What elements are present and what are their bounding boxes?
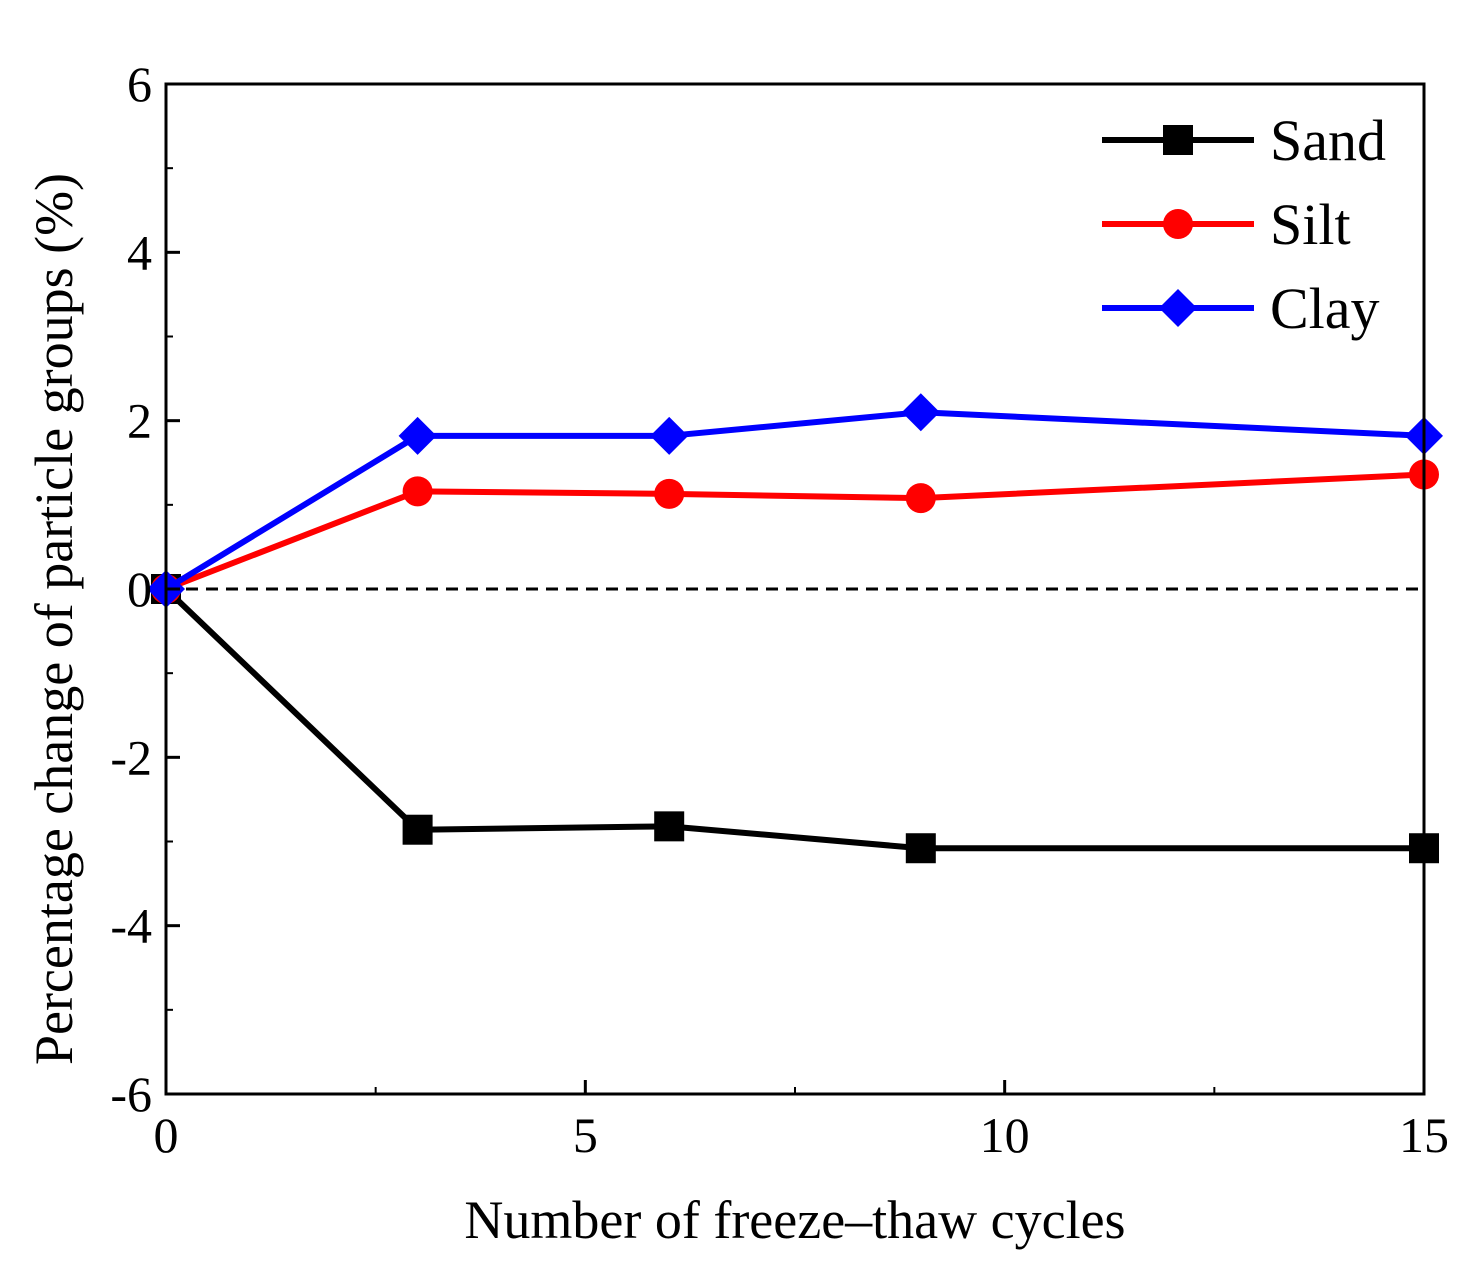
data-point-clay-2 [650, 416, 689, 455]
legend-marker-silt [1163, 209, 1193, 239]
axes: 0 5 10 15 -6 -4 -2 0 2 4 6 [110, 56, 1449, 1163]
x-tick-label-0: 0 [154, 1107, 179, 1163]
y-tick-label-2: 2 [127, 393, 152, 449]
series-line-clay [164, 409, 1425, 592]
data-point-clay-3 [901, 393, 940, 432]
x-axis-title: Number of freeze–thaw cycles [464, 1190, 1125, 1250]
data-point-silt-3 [905, 483, 936, 514]
y-tick-label--4: -4 [110, 898, 152, 954]
y-tick-label-6: 6 [127, 56, 152, 112]
y-tick-label-4: 4 [127, 224, 152, 280]
data-point-clay-1 [398, 416, 437, 455]
x-tick-label-15: 15 [1399, 1107, 1449, 1163]
x-tick-label-5: 5 [573, 1107, 598, 1163]
y-tick-label-0: 0 [127, 561, 152, 617]
legend-label-sand: Sand [1270, 108, 1386, 173]
data-point-sand-2 [654, 811, 685, 842]
legend-label-silt: Silt [1270, 192, 1351, 257]
legend-label-clay: Clay [1270, 276, 1380, 341]
plot-area [147, 393, 1443, 864]
x-tick-label-10: 10 [980, 1107, 1030, 1163]
y-tick-label--6: -6 [110, 1066, 152, 1122]
data-point-silt-1 [402, 476, 433, 507]
legend-marker-sand [1163, 125, 1193, 155]
series-line-sand [163, 586, 1424, 852]
y-tick-label--2: -2 [110, 729, 152, 785]
y-axis-title: Percentage change of particle groups (%) [24, 173, 84, 1065]
legend: Sand Silt Clay [1102, 108, 1386, 341]
data-point-silt-2 [654, 478, 685, 509]
series-line-silt [164, 471, 1425, 592]
legend-marker-clay [1159, 289, 1197, 327]
data-point-sand-1 [402, 814, 433, 845]
data-point-sand-3 [905, 833, 936, 864]
